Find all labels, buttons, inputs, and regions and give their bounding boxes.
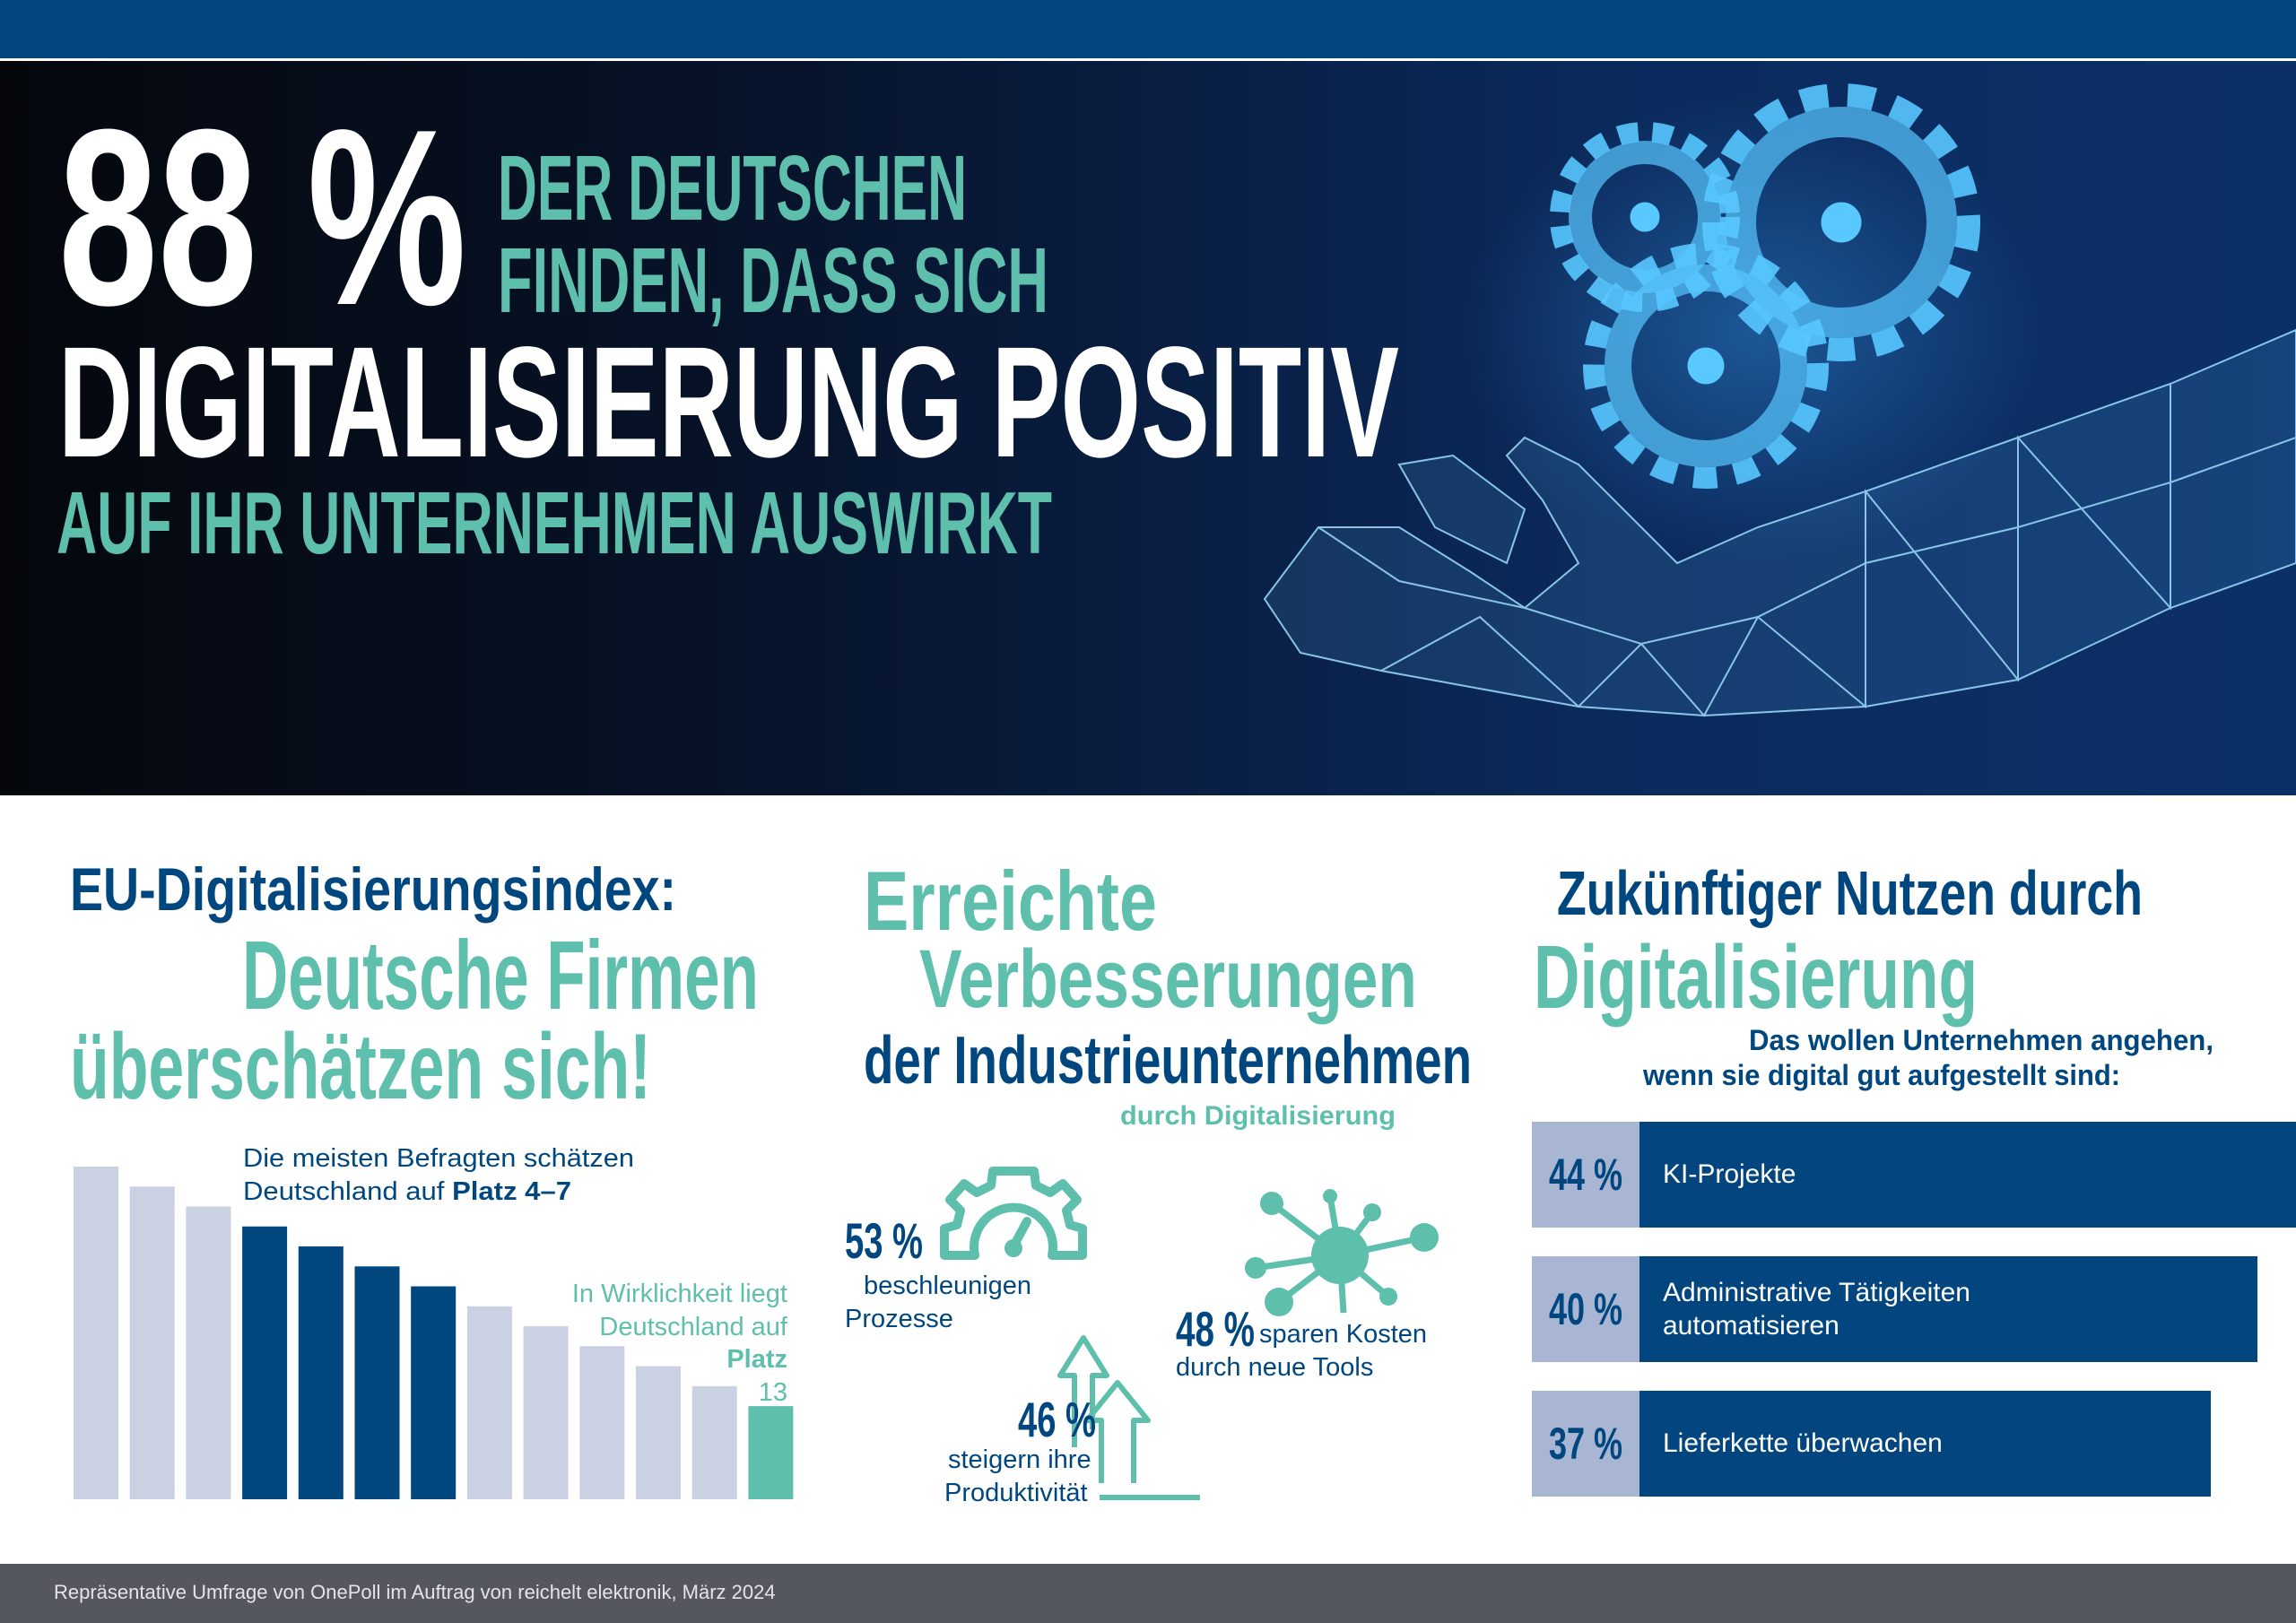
- benefit-label: Lieferkette überwachen: [1663, 1428, 1943, 1459]
- benefit-label: KI-Projekte: [1663, 1159, 1796, 1190]
- reality-note-line-4: 13: [758, 1377, 787, 1407]
- source-note: Repräsentative Umfrage von OnePoll im Au…: [54, 1581, 776, 1603]
- left-title-3: überschätzen sich!: [70, 1015, 651, 1119]
- rank-bar: [242, 1226, 288, 1499]
- stat-1-line-1: beschleunigen: [864, 1271, 1032, 1300]
- rank-bar: [74, 1167, 118, 1499]
- benefit-bar: Lieferkette überwachen: [1639, 1391, 2212, 1497]
- hero-line-3: DIGITALISIERUNG POSITIV: [58, 315, 1399, 490]
- rank-bar: [354, 1266, 400, 1499]
- top-bar: [0, 0, 2296, 58]
- growth-arrows-icon: [1057, 1335, 1200, 1500]
- stat-2-value: 48 %: [1176, 1301, 1255, 1357]
- rank-bar: [523, 1326, 569, 1499]
- benefit-row: 37 % Lieferkette überwachen: [1532, 1391, 2212, 1497]
- footer: Repräsentative Umfrage von OnePoll im Au…: [0, 1564, 2296, 1623]
- benefit-row: 44 % KI-Projekte: [1532, 1122, 2296, 1228]
- stat-1-value: 53 %: [845, 1212, 923, 1269]
- gauge-gear-icon: [940, 1167, 1087, 1260]
- middle-title-1: Erreichte: [864, 854, 1157, 948]
- hand-icon: [1263, 328, 2296, 717]
- benefit-percent: 40 %: [1532, 1256, 1639, 1362]
- rank-bar: [298, 1246, 344, 1499]
- benefit-percent-text: 37 %: [1548, 1419, 1623, 1469]
- hero-line-1: DER DEUTSCHEN: [498, 136, 967, 239]
- benefit-percent: 44 %: [1532, 1122, 1639, 1228]
- benefit-bar: Administrative Tätigkeiten automatisiere…: [1639, 1256, 2258, 1362]
- hand-gears-illustration: [1263, 83, 2296, 717]
- rank-bar: [129, 1186, 175, 1499]
- network-icon: [1245, 1189, 1439, 1316]
- benefit-percent-text: 40 %: [1548, 1284, 1623, 1334]
- right-subtitle-2: wenn sie digital gut aufgestellt sind:: [1643, 1059, 2120, 1091]
- hero-line-2: FINDEN, DASS SICH: [498, 229, 1048, 332]
- left-title-1: EU-Digitalisierungsindex:: [70, 855, 676, 924]
- right-title-2: Digitalisierung: [1534, 927, 1978, 1028]
- rank-bar: [466, 1306, 512, 1499]
- benefit-row: 40 % Administrative Tätigkeiten automatis…: [1532, 1256, 2258, 1362]
- rank-bar: [186, 1206, 231, 1499]
- middle-title-4: durch Digitalisierung: [1120, 1101, 1396, 1131]
- estimate-note-prefix: Deutschland auf: [243, 1177, 453, 1206]
- estimate-note-line-2: Deutschland auf Platz 4–7: [243, 1179, 571, 1205]
- hero-big-number: 88 %: [58, 78, 466, 358]
- hero-banner: 88 % DER DEUTSCHEN FINDEN, DASS SICH DIG…: [0, 61, 2296, 795]
- stat-2-line-1: sparen Kosten: [1259, 1320, 1428, 1349]
- benefit-percent-text: 44 %: [1548, 1150, 1623, 1200]
- reality-note-line-3: Platz: [726, 1345, 787, 1374]
- estimate-note-rank: Platz 4–7: [452, 1177, 571, 1206]
- benefit-bar: KI-Projekte: [1639, 1122, 2296, 1228]
- stat-1-line-2: Prozesse: [845, 1305, 953, 1333]
- stat-3-line-1: steigern ihre: [948, 1445, 1091, 1474]
- benefit-label: Administrative Tätigkeiten automatisiere…: [1663, 1277, 1970, 1341]
- gear-icon: [1550, 83, 1980, 489]
- reality-note-line-2: Deutschland auf: [599, 1312, 787, 1341]
- right-title-1: Zukünftiger Nutzen durch: [1557, 858, 2143, 928]
- benefit-percent: 37 %: [1532, 1391, 1639, 1497]
- reality-note-line-1: In Wirklichkeit liegt: [571, 1280, 787, 1308]
- estimate-note-line-1: Die meisten Befragten schätzen: [243, 1144, 634, 1173]
- stat-2-line-2: durch neue Tools: [1176, 1353, 1374, 1382]
- right-subtitle-1: Das wollen Unternehmen angehen,: [1749, 1024, 2213, 1056]
- left-title-2: Deutsche Firmen: [242, 921, 759, 1030]
- rank-bar: [748, 1406, 794, 1499]
- hero-line-4: AUF IHR UNTERNEHMEN AUSWIRKT: [57, 473, 1052, 572]
- stat-3-value: 46 %: [1018, 1392, 1096, 1447]
- rank-bar: [411, 1286, 457, 1499]
- stat-3-line-2: Produktivität: [944, 1479, 1088, 1507]
- middle-title-3: der Industrieunternehmen: [864, 1022, 1472, 1098]
- middle-title-2: Verbesserungen: [919, 933, 1417, 1025]
